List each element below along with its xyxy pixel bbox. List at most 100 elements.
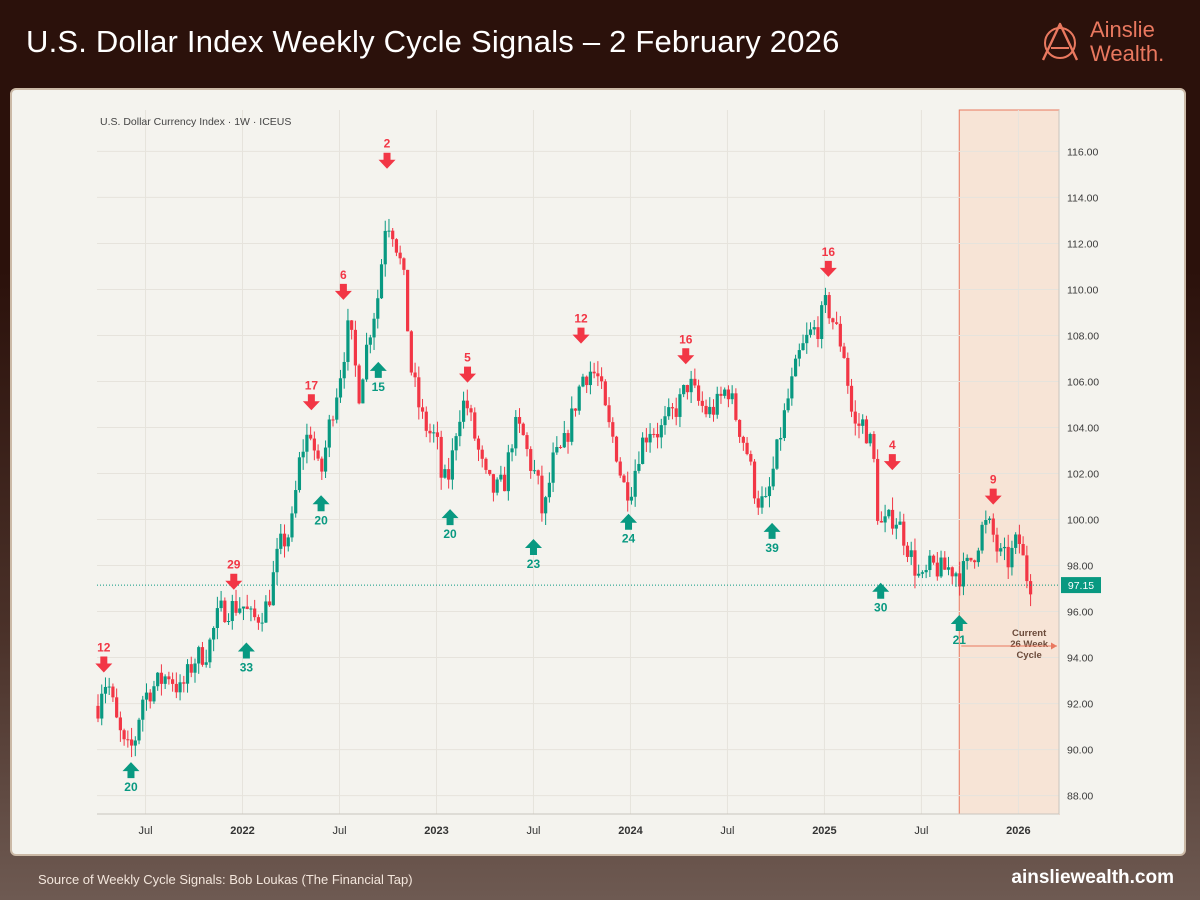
candle-body bbox=[193, 663, 197, 673]
signal-label: 20 bbox=[124, 780, 138, 794]
signal-arrow-up bbox=[763, 522, 781, 539]
signal-arrow-up bbox=[312, 495, 330, 512]
candle bbox=[230, 594, 234, 630]
candle-body bbox=[629, 496, 634, 501]
candle-body bbox=[987, 518, 992, 521]
signal-label: 39 bbox=[765, 541, 779, 555]
candle bbox=[719, 386, 723, 404]
candle-body bbox=[394, 239, 399, 253]
candle-body bbox=[350, 320, 354, 330]
candle-body bbox=[566, 433, 570, 442]
candle-body bbox=[838, 323, 842, 347]
candle bbox=[771, 456, 775, 491]
candle bbox=[588, 361, 593, 395]
candle bbox=[599, 367, 604, 389]
cycle-bottom-signal: 39 bbox=[763, 522, 781, 555]
signal-arrow-up bbox=[237, 642, 255, 659]
candle-body bbox=[290, 513, 294, 538]
candle bbox=[950, 566, 954, 585]
candle-body bbox=[547, 482, 551, 498]
signal-arrow-down bbox=[334, 283, 352, 300]
candle-body bbox=[316, 450, 320, 459]
y-tick-label: 102.00 bbox=[1067, 469, 1099, 481]
candle bbox=[402, 257, 406, 276]
candle-body bbox=[301, 451, 305, 458]
candle bbox=[779, 427, 783, 451]
candle-body bbox=[573, 408, 578, 411]
candle-body bbox=[730, 393, 734, 400]
website-link[interactable]: ainsliewealth.com bbox=[1011, 867, 1174, 888]
cycle-annotation-text: Cycle bbox=[1016, 650, 1041, 661]
candle bbox=[368, 334, 372, 354]
candle-body bbox=[588, 371, 593, 386]
candle-body bbox=[256, 617, 261, 623]
candle-body bbox=[249, 608, 253, 610]
candle-body bbox=[823, 295, 828, 306]
candle bbox=[793, 354, 798, 377]
candle-body bbox=[980, 524, 984, 551]
candle bbox=[309, 426, 313, 441]
candle bbox=[376, 289, 380, 329]
candle bbox=[991, 513, 995, 543]
candle-body bbox=[219, 600, 223, 609]
y-tick-label: 90.00 bbox=[1067, 745, 1093, 757]
candle bbox=[226, 613, 231, 625]
candle-body bbox=[618, 461, 622, 476]
candle-body bbox=[943, 557, 947, 570]
candle bbox=[1006, 534, 1010, 579]
candle bbox=[812, 319, 816, 335]
candle bbox=[312, 431, 316, 461]
candle bbox=[905, 542, 910, 563]
candle-body bbox=[1014, 534, 1018, 548]
candle-body bbox=[969, 557, 973, 561]
candle bbox=[797, 343, 801, 367]
candle bbox=[1010, 540, 1014, 576]
candle bbox=[611, 417, 615, 443]
candle bbox=[163, 674, 167, 689]
candle bbox=[969, 557, 973, 562]
candle-body bbox=[458, 421, 462, 437]
candle-body bbox=[406, 269, 410, 332]
ainslie-logo-icon bbox=[1041, 22, 1079, 61]
candle bbox=[346, 308, 350, 371]
candle-body bbox=[484, 458, 488, 470]
candle bbox=[484, 457, 488, 474]
candle-body bbox=[924, 570, 928, 573]
signal-arrow-down bbox=[225, 573, 243, 590]
candle bbox=[506, 444, 510, 501]
candle-body bbox=[931, 555, 936, 563]
candle bbox=[335, 388, 339, 424]
candle-body bbox=[797, 350, 801, 359]
candle-body bbox=[469, 408, 473, 413]
candle bbox=[193, 658, 197, 683]
candle bbox=[420, 398, 425, 419]
candle bbox=[775, 438, 779, 471]
candle bbox=[473, 407, 477, 441]
candle-body bbox=[402, 258, 406, 270]
candle bbox=[876, 449, 880, 525]
candle bbox=[924, 564, 928, 579]
candle-body bbox=[238, 608, 242, 613]
candle-body bbox=[372, 318, 376, 338]
candle bbox=[644, 428, 648, 452]
y-tick-label: 96.00 bbox=[1067, 607, 1093, 619]
candle-body bbox=[674, 408, 678, 417]
candle-body bbox=[197, 647, 201, 664]
candle bbox=[200, 641, 205, 667]
candle-body bbox=[749, 454, 753, 462]
candle-body bbox=[454, 436, 458, 451]
source-note: Source of Weekly Cycle Signals: Bob Louk… bbox=[38, 872, 413, 887]
candle-body bbox=[115, 697, 119, 718]
candle-body bbox=[1010, 547, 1014, 568]
candle bbox=[129, 727, 134, 758]
candle bbox=[491, 473, 496, 502]
cycle-top-signal: 2 bbox=[378, 137, 396, 169]
y-tick-label: 114.00 bbox=[1067, 192, 1098, 204]
candle-body bbox=[514, 416, 518, 449]
candle bbox=[670, 403, 675, 420]
candle-body bbox=[581, 376, 585, 387]
candle bbox=[629, 487, 634, 505]
candle-body bbox=[864, 419, 869, 444]
candle bbox=[364, 332, 369, 382]
candle-body bbox=[286, 537, 290, 547]
